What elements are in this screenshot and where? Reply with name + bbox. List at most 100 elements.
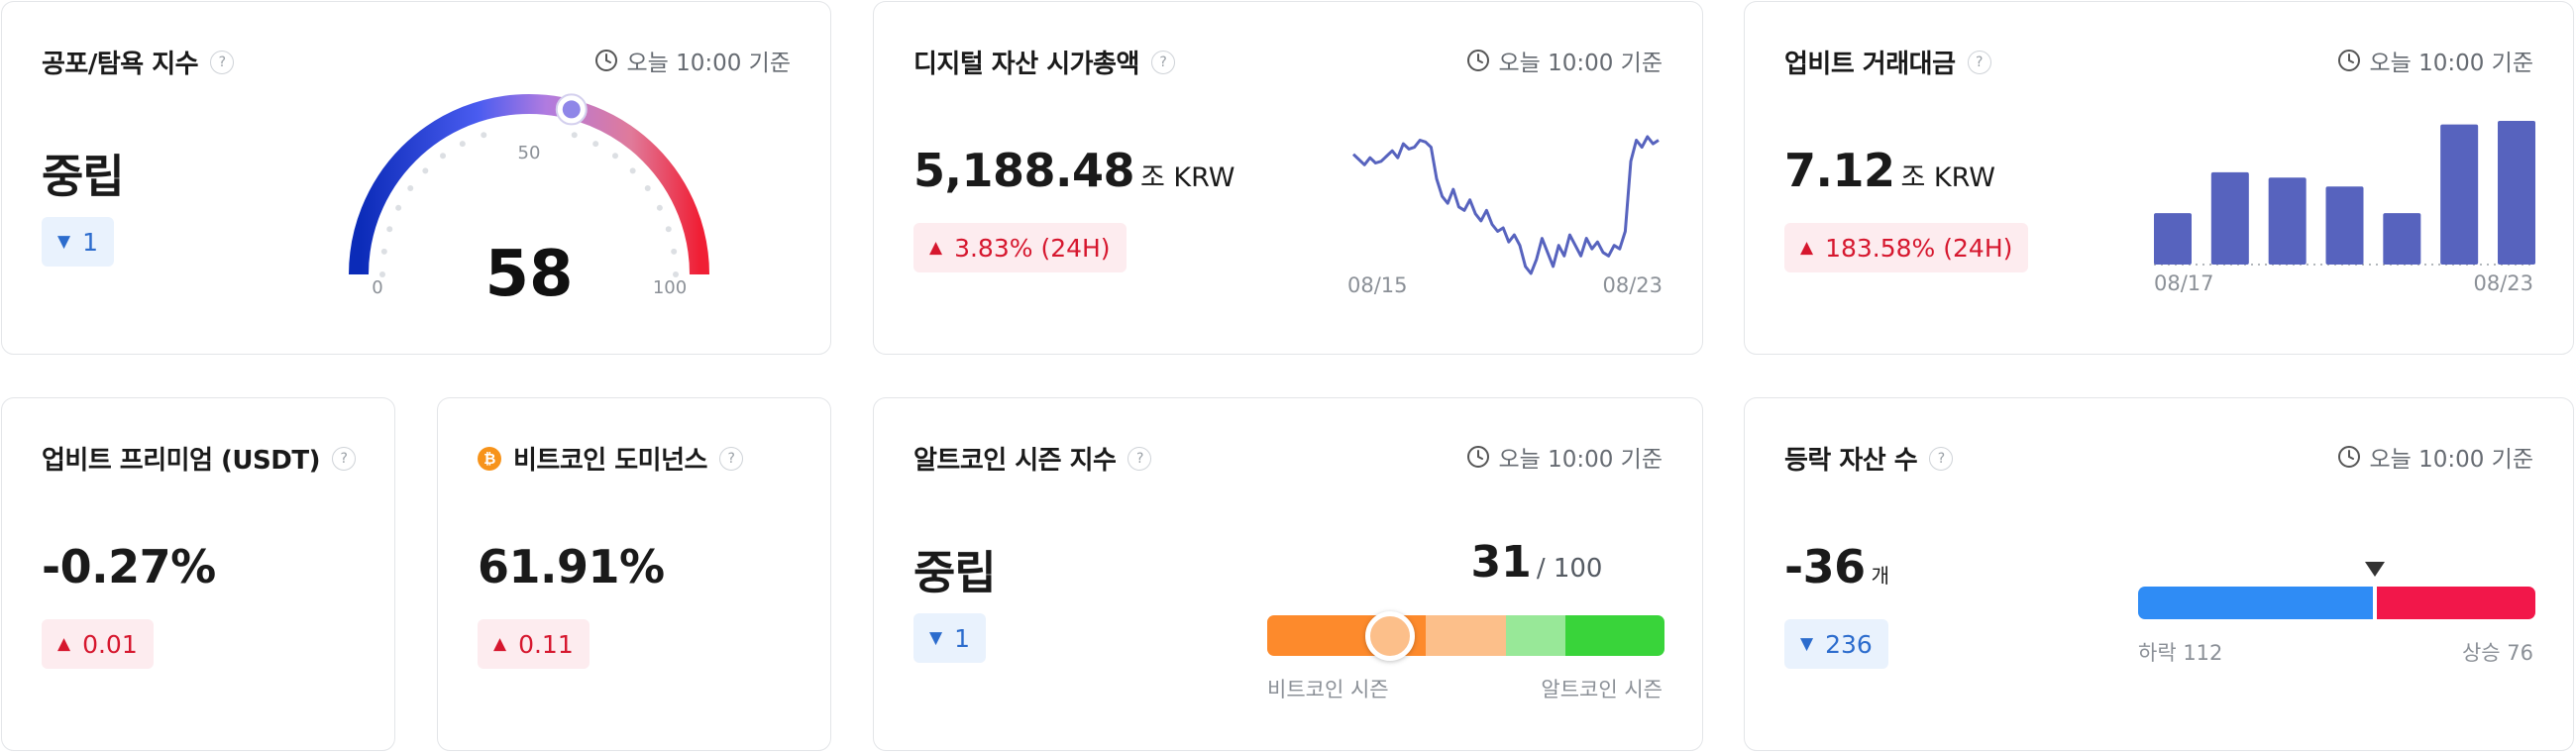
- arrow-up-icon: ▲: [929, 238, 943, 258]
- gauge-tick-dot: [395, 204, 402, 211]
- premium-title-text: 업비트 프리미엄 (USDT): [42, 446, 320, 476]
- time-text: 오늘 10:00 기준: [626, 51, 791, 76]
- gauge-tick-dot: [459, 141, 466, 148]
- trading-volume-timestamp: 오늘 10:00 기준: [2337, 44, 2533, 77]
- up-down-unit: 개: [1871, 564, 1889, 588]
- volume-bar: [2268, 177, 2307, 265]
- gauge-tick-max: 100: [653, 277, 687, 298]
- balance-marker-icon: [2364, 562, 2385, 577]
- gauge-tick-dot: [656, 204, 663, 211]
- dominance-change: 0.11: [518, 629, 574, 659]
- volume-bar: [2154, 213, 2192, 265]
- trading-volume-title-text: 업비트 거래대금: [1784, 50, 1956, 79]
- altcoin-season-title-text: 알트코인 시즌 지수: [913, 446, 1117, 476]
- time-text: 오늘 10:00 기준: [2369, 447, 2533, 473]
- up-down-title-text: 등락 자산 수: [1784, 446, 1918, 476]
- up-down-change-badge: ▼ 236: [1784, 619, 1888, 669]
- altcoin-season-value: 31: [1470, 537, 1532, 588]
- volume-bar: [2498, 121, 2535, 265]
- btc-dominance-card: ₿ 비트코인 도미넌스 ? 61.91% ▲ 0.11: [437, 397, 831, 751]
- help-icon[interactable]: ?: [718, 446, 743, 471]
- arrow-up-icon: ▲: [493, 634, 507, 654]
- fear-greed-change-badge: ▼ 1: [42, 217, 114, 267]
- trading-volume-bar-chart: [2154, 121, 2535, 266]
- trading-volume-unit: 조 KRW: [1900, 162, 1996, 193]
- help-icon[interactable]: ?: [1929, 446, 1954, 471]
- altcoin-season-status: 중립: [913, 546, 997, 599]
- up-down-title: 등락 자산 수 ?: [1784, 440, 1954, 477]
- x-axis-start-label: 08/17: [2154, 271, 2214, 295]
- arrow-up-icon: ▲: [1800, 238, 1814, 258]
- trading-volume-title: 업비트 거래대금 ?: [1784, 44, 1991, 80]
- down-count-label: 하락 112: [2138, 641, 2223, 665]
- premium-value: -0.27%: [42, 540, 216, 593]
- time-text: 오늘 10:00 기준: [2369, 51, 2533, 76]
- gauge-tick-dot: [592, 141, 599, 148]
- altcoin-season-score: 31 / 100: [1409, 537, 1664, 588]
- gauge-tick-dot: [386, 226, 393, 233]
- dominance-value: 61.91%: [478, 540, 665, 593]
- help-icon[interactable]: ?: [1127, 446, 1152, 471]
- dominance-change-badge: ▲ 0.11: [478, 619, 590, 669]
- altcoin-season-knob: [1365, 610, 1416, 661]
- market-cap-line-chart: [1351, 135, 1660, 275]
- fear-greed-title: 공포/탐욕 지수 ?: [42, 44, 235, 80]
- gauge-tick-dot: [629, 167, 636, 174]
- altcoin-season-timestamp: 오늘 10:00 기준: [1466, 440, 1663, 474]
- altcoin-season-max: / 100: [1536, 554, 1603, 584]
- trading-volume-change: 183.58% (24H): [1825, 233, 2013, 263]
- up-down-value: -36: [1784, 540, 1866, 593]
- altcoin-season-change-badge: ▼ 1: [913, 613, 986, 663]
- gauge-tick-dot: [422, 167, 429, 174]
- gauge-tick-dot: [673, 271, 679, 277]
- market-cap-card: 디지털 자산 시가총액 ? 오늘 10:00 기준 5,188.48 조 KRW …: [873, 1, 1703, 355]
- clock-icon: [2338, 446, 2361, 468]
- fear-greed-change: 1: [82, 227, 98, 257]
- fear-greed-timestamp: 오늘 10:00 기준: [594, 44, 791, 77]
- volume-bar: [2325, 186, 2364, 265]
- gauge-tick-dot: [611, 153, 618, 160]
- clock-icon: [595, 50, 618, 71]
- gauge-tick-dot: [644, 185, 651, 192]
- altcoin-season-change: 1: [954, 623, 970, 653]
- help-icon[interactable]: ?: [331, 446, 356, 471]
- help-icon[interactable]: ?: [210, 50, 235, 74]
- gauge-tick-dot: [380, 248, 387, 255]
- fear-greed-card: 공포/탐욕 지수 ? 오늘 10:00 기준 중립 ▼ 1 58 0 50 10…: [1, 1, 831, 355]
- market-cap-change: 3.83% (24H): [954, 233, 1111, 263]
- gauge-tick-dot: [571, 132, 578, 139]
- gauge-tick-min: 0: [372, 277, 382, 298]
- trading-volume-value-row: 7.12 조 KRW: [1784, 144, 1995, 197]
- up-down-ratio-bar: [2138, 562, 2535, 619]
- gauge-tick-dot: [379, 271, 385, 277]
- premium-change: 0.01: [82, 629, 138, 659]
- help-icon[interactable]: ?: [1967, 50, 1991, 74]
- arrow-down-icon: ▼: [1800, 634, 1814, 654]
- market-cap-value: 5,188.48: [913, 144, 1135, 197]
- time-text: 오늘 10:00 기준: [1498, 447, 1663, 473]
- gauge-tick-dot: [671, 248, 678, 255]
- gauge-knob-inner: [562, 100, 581, 119]
- bitcoin-season-label: 비트코인 시즌: [1267, 678, 1389, 701]
- premium-title: 업비트 프리미엄 (USDT) ?: [42, 440, 356, 477]
- gauge-tick-dot: [440, 153, 447, 160]
- premium-change-badge: ▲ 0.01: [42, 619, 154, 669]
- down-count-segment: [2138, 587, 2373, 619]
- x-axis-start-label: 08/15: [1347, 273, 1408, 297]
- gauge-tick-dot: [481, 132, 487, 139]
- upbit-premium-card: 업비트 프리미엄 (USDT) ? -0.27% ▲ 0.01: [1, 397, 395, 751]
- gauge-tick-dot: [407, 185, 414, 192]
- clock-icon: [1467, 446, 1490, 468]
- trading-volume-card: 업비트 거래대금 ? 오늘 10:00 기준 7.12 조 KRW ▲ 183.5…: [1744, 1, 2574, 355]
- gauge-tick-dot: [665, 226, 672, 233]
- market-cap-change-badge: ▲ 3.83% (24H): [913, 223, 1127, 272]
- market-cap-title-text: 디지털 자산 시가총액: [913, 50, 1139, 79]
- arrow-down-icon: ▼: [57, 232, 71, 252]
- help-icon[interactable]: ?: [1150, 50, 1175, 74]
- clock-icon: [1467, 50, 1490, 71]
- bitcoin-icon: ₿: [478, 446, 501, 471]
- arrow-down-icon: ▼: [929, 628, 943, 648]
- up-down-timestamp: 오늘 10:00 기준: [2337, 440, 2533, 474]
- trading-volume-value: 7.12: [1784, 144, 1895, 197]
- arrow-up-icon: ▲: [57, 634, 71, 654]
